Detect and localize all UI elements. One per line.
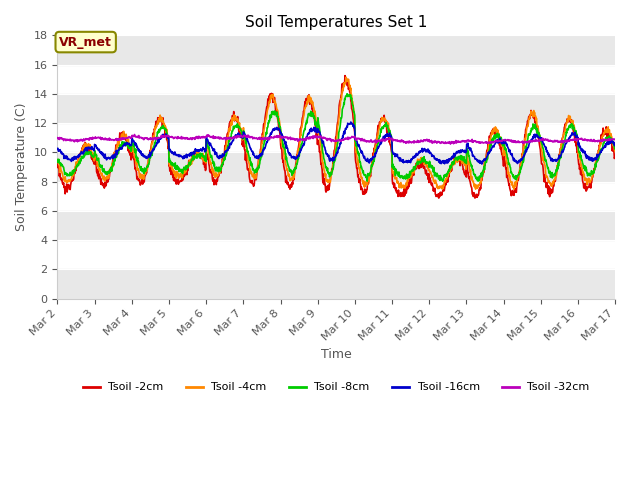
Tsoil -2cm [546,194,554,200]
Tsoil -4cm [496,134,504,140]
Tsoil -8cm [611,145,619,151]
Tsoil -4cm [240,133,248,139]
Tsoil -32cm [546,138,554,144]
Tsoil -16cm [423,148,431,154]
Tsoil -16cm [177,154,185,159]
Tsoil -2cm [423,171,431,177]
Tsoil -32cm [164,133,172,139]
Tsoil -32cm [131,132,138,137]
Line: Tsoil -8cm: Tsoil -8cm [58,94,615,181]
Tsoil -2cm [611,154,619,160]
Tsoil -4cm [164,134,172,140]
Tsoil -16cm [478,161,486,167]
Tsoil -16cm [546,153,554,159]
Line: Tsoil -4cm: Tsoil -4cm [58,77,615,189]
Tsoil -32cm [178,136,186,142]
Tsoil -16cm [611,143,619,149]
Tsoil -2cm [54,160,61,166]
Tsoil -16cm [54,146,61,152]
Tsoil -8cm [177,169,185,175]
Tsoil -16cm [347,119,355,125]
Tsoil -4cm [510,186,518,192]
Tsoil -8cm [423,160,431,166]
Tsoil -8cm [240,129,248,134]
Bar [58,211,615,240]
Tsoil -8cm [343,91,351,97]
Tsoil -16cm [497,139,504,145]
Bar [58,36,615,65]
Y-axis label: Soil Temperature (C): Soil Temperature (C) [15,103,28,231]
Tsoil -2cm [240,138,248,144]
Line: Tsoil -32cm: Tsoil -32cm [58,134,615,144]
Legend: Tsoil -2cm, Tsoil -4cm, Tsoil -8cm, Tsoil -16cm, Tsoil -32cm: Tsoil -2cm, Tsoil -4cm, Tsoil -8cm, Tsoi… [79,378,594,397]
Tsoil -4cm [342,74,350,80]
Text: VR_met: VR_met [60,36,112,48]
Tsoil -2cm [341,73,349,79]
Tsoil -8cm [164,132,172,138]
Tsoil -8cm [439,179,447,184]
Tsoil -32cm [54,135,61,141]
Tsoil -4cm [546,180,554,186]
Line: Tsoil -16cm: Tsoil -16cm [58,122,615,164]
Bar [58,94,615,123]
Tsoil -32cm [241,132,248,138]
Tsoil -32cm [611,137,619,143]
Bar [58,269,615,299]
Tsoil -2cm [177,179,185,184]
Title: Soil Temperatures Set 1: Soil Temperatures Set 1 [245,15,428,30]
Tsoil -2cm [497,146,504,152]
Tsoil -4cm [177,172,185,178]
Tsoil -16cm [164,135,172,141]
Bar [58,152,615,181]
Tsoil -2cm [435,195,443,201]
Tsoil -4cm [423,165,431,170]
Tsoil -4cm [54,157,61,163]
Tsoil -32cm [447,141,454,147]
Tsoil -8cm [546,170,554,176]
X-axis label: Time: Time [321,348,351,361]
Tsoil -4cm [611,149,619,155]
Tsoil -32cm [423,137,431,143]
Tsoil -32cm [497,139,504,144]
Tsoil -2cm [164,140,172,146]
Line: Tsoil -2cm: Tsoil -2cm [58,76,615,198]
Tsoil -16cm [240,131,248,137]
Tsoil -8cm [497,135,504,141]
Tsoil -8cm [54,157,61,163]
